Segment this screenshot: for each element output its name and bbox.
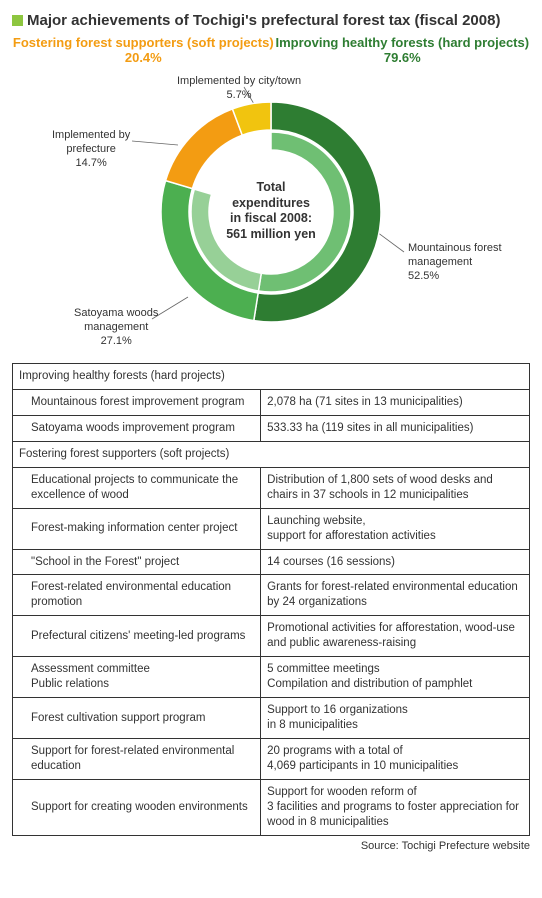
page-title: Major achievements of Tochigi's prefectu… (27, 12, 500, 29)
hard-pct: 79.6% (384, 50, 421, 65)
row-name-cell: Mountainous forest improvement program (13, 389, 261, 415)
achievements-table: Improving healthy forests (hard projects… (12, 363, 530, 836)
soft-label: Fostering forest supporters (soft projec… (13, 35, 274, 50)
table-row: Forest-making information center project… (13, 508, 530, 549)
donut-center-text: Totalexpendituresin fiscal 2008:561 mill… (206, 180, 336, 243)
row-value-cell: Grants for forest-related environmental … (261, 575, 530, 616)
hard-category: Improving healthy forests (hard projects… (276, 35, 530, 65)
table-section-header: Fostering forest supporters (soft projec… (13, 441, 530, 467)
row-name-cell: Prefectural citizens' meeting-led progra… (13, 616, 261, 657)
row-value-cell: Promotional activities for afforestation… (261, 616, 530, 657)
row-name-cell: Assessment committeePublic relations (13, 657, 261, 698)
row-value-cell: Support for wooden reform of3 facilities… (261, 779, 530, 835)
row-name-cell: Satoyama woods improvement program (13, 415, 261, 441)
row-value-cell: Launching website,support for afforestat… (261, 508, 530, 549)
table-row: Support for forest-related environmental… (13, 738, 530, 779)
row-name-cell: Forest-making information center project (13, 508, 261, 549)
section-header-cell: Fostering forest supporters (soft projec… (13, 441, 530, 467)
hard-label: Improving healthy forests (hard projects… (276, 35, 530, 50)
row-name-cell: Support for forest-related environmental… (13, 738, 261, 779)
row-value-cell: 20 programs with a total of4,069 partici… (261, 738, 530, 779)
row-value-cell: 14 courses (16 sessions) (261, 549, 530, 575)
source-text: Source: Tochigi Prefecture website (12, 840, 530, 852)
title-row: Major achievements of Tochigi's prefectu… (12, 12, 530, 29)
row-value-cell: Support to 16 organizationsin 8 municipa… (261, 698, 530, 739)
table-row: Educational projects to communicate the … (13, 467, 530, 508)
row-name-cell: Forest cultivation support program (13, 698, 261, 739)
table-section-header: Improving healthy forests (hard projects… (13, 364, 530, 390)
table-row: Forest cultivation support programSuppor… (13, 698, 530, 739)
slice-label-prefecture: Implemented byprefecture14.7% (52, 129, 130, 170)
row-value-cell: 533.33 ha (119 sites in all municipaliti… (261, 415, 530, 441)
category-row: Fostering forest supporters (soft projec… (12, 35, 530, 65)
table-row: Assessment committeePublic relations5 co… (13, 657, 530, 698)
table-row: "School in the Forest" project14 courses… (13, 549, 530, 575)
row-name-cell: Forest-related environmental education p… (13, 575, 261, 616)
table-row: Support for creating wooden environments… (13, 779, 530, 835)
row-value-cell: 2,078 ha (71 sites in 13 municipalities) (261, 389, 530, 415)
table-row: Mountainous forest improvement program2,… (13, 389, 530, 415)
slice-label-mountainous: Mountainous forestmanagement52.5% (408, 242, 502, 283)
donut-chart: Mountainous forestmanagement52.5% Satoyam… (12, 67, 530, 357)
table-row: Satoyama woods improvement program533.33… (13, 415, 530, 441)
slice-label-citytown: Implemented by city/town5.7% (177, 75, 301, 103)
table-row: Prefectural citizens' meeting-led progra… (13, 616, 530, 657)
row-value-cell: 5 committee meetingsCompilation and dist… (261, 657, 530, 698)
row-value-cell: Distribution of 1,800 sets of wood desks… (261, 467, 530, 508)
slice-label-satoyama: Satoyama woodsmanagement27.1% (74, 307, 158, 348)
soft-pct: 20.4% (125, 50, 162, 65)
row-name-cell: "School in the Forest" project (13, 549, 261, 575)
section-header-cell: Improving healthy forests (hard projects… (13, 364, 530, 390)
table-row: Forest-related environmental education p… (13, 575, 530, 616)
row-name-cell: Support for creating wooden environments (13, 779, 261, 835)
title-bullet (12, 15, 23, 26)
row-name-cell: Educational projects to communicate the … (13, 467, 261, 508)
soft-category: Fostering forest supporters (soft projec… (13, 35, 274, 65)
